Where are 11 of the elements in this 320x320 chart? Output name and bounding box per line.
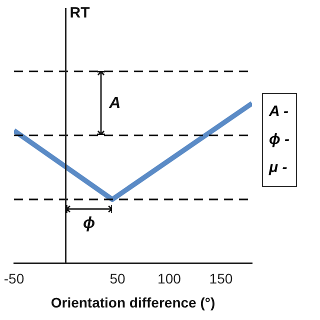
x-tick-label: 50	[110, 270, 126, 287]
text: μ -	[269, 158, 288, 178]
text: ϕ -	[269, 130, 290, 150]
text: RT	[70, 4, 90, 22]
x-tick-label: 150	[209, 270, 233, 287]
annotation: ϕ	[82, 214, 96, 232]
text: A -	[269, 102, 290, 122]
x-tick-label: -50	[4, 270, 24, 287]
x-axis-title: Orientation difference (°)	[50, 294, 216, 310]
x-tick-label: 100	[158, 270, 182, 287]
annotation: A	[108, 94, 121, 112]
